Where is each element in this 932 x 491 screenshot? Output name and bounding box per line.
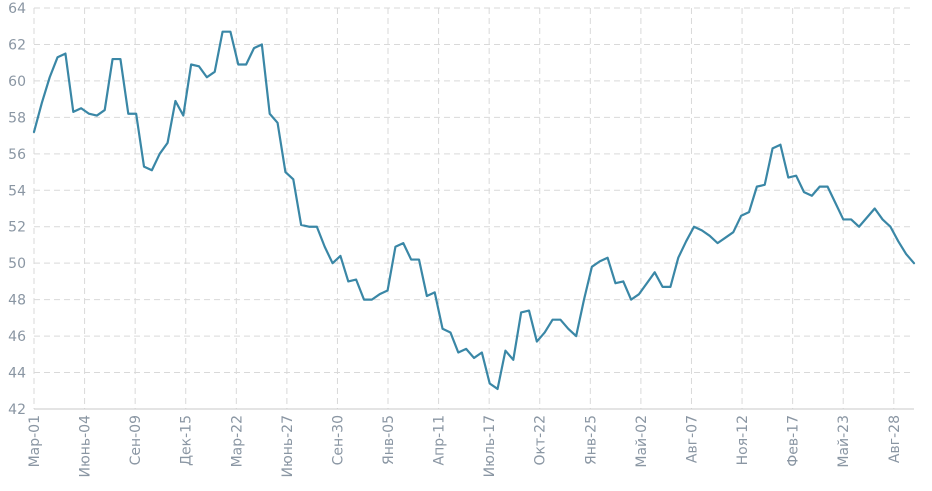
x-tick-label: Июль-17	[482, 415, 498, 477]
x-tick-label: Фев-17	[786, 415, 802, 467]
x-tick-label: Авг-07	[684, 415, 700, 463]
x-tick-label: Мар-01	[27, 415, 43, 467]
y-tick-label: 60	[8, 74, 26, 90]
y-tick-label: 44	[8, 366, 26, 382]
x-tick-label: Дек-15	[179, 415, 195, 466]
x-tick-label: Мар-22	[229, 415, 245, 467]
x-axis: Мар-01 Июнь-04 Сен-09 Дек-15 Мар-22 Июнь-27 Се…	[27, 415, 903, 478]
y-tick-label: 64	[8, 1, 26, 17]
y-tick-label: 50	[8, 256, 26, 272]
x-tick-label: Апр-11	[432, 415, 448, 465]
x-tick-label: Ноя-12	[735, 415, 751, 465]
x-tick-label: Янв-05	[381, 415, 397, 465]
x-tick-label: Сен-30	[330, 415, 346, 465]
x-tick-label: Май-23	[836, 415, 852, 468]
y-tick-label: 52	[8, 220, 26, 236]
x-tick-label: Май-02	[634, 415, 650, 468]
x-tick-label: Сен-09	[128, 415, 144, 465]
x-tick-label: Июнь-27	[280, 415, 296, 478]
series-line-0	[32, 30, 916, 391]
series-layer	[32, 30, 916, 391]
y-tick-label: 62	[8, 37, 26, 53]
y-tick-label: 56	[8, 147, 26, 163]
y-tick-label: 42	[8, 402, 26, 418]
x-tick-label: Янв-25	[583, 415, 599, 465]
grid	[33, 7, 914, 410]
y-tick-label: 46	[8, 329, 26, 345]
y-axis: 42 44 46 48 50 52 54 56 58 60 62 64	[8, 1, 26, 418]
y-tick-label: 48	[8, 293, 26, 309]
x-tick-label: Авг-28	[887, 415, 903, 463]
y-tick-label: 58	[8, 110, 26, 126]
x-tick-label: Июнь-04	[78, 415, 94, 478]
x-tick-label: Окт-22	[533, 415, 549, 466]
y-tick-label: 54	[8, 183, 26, 199]
